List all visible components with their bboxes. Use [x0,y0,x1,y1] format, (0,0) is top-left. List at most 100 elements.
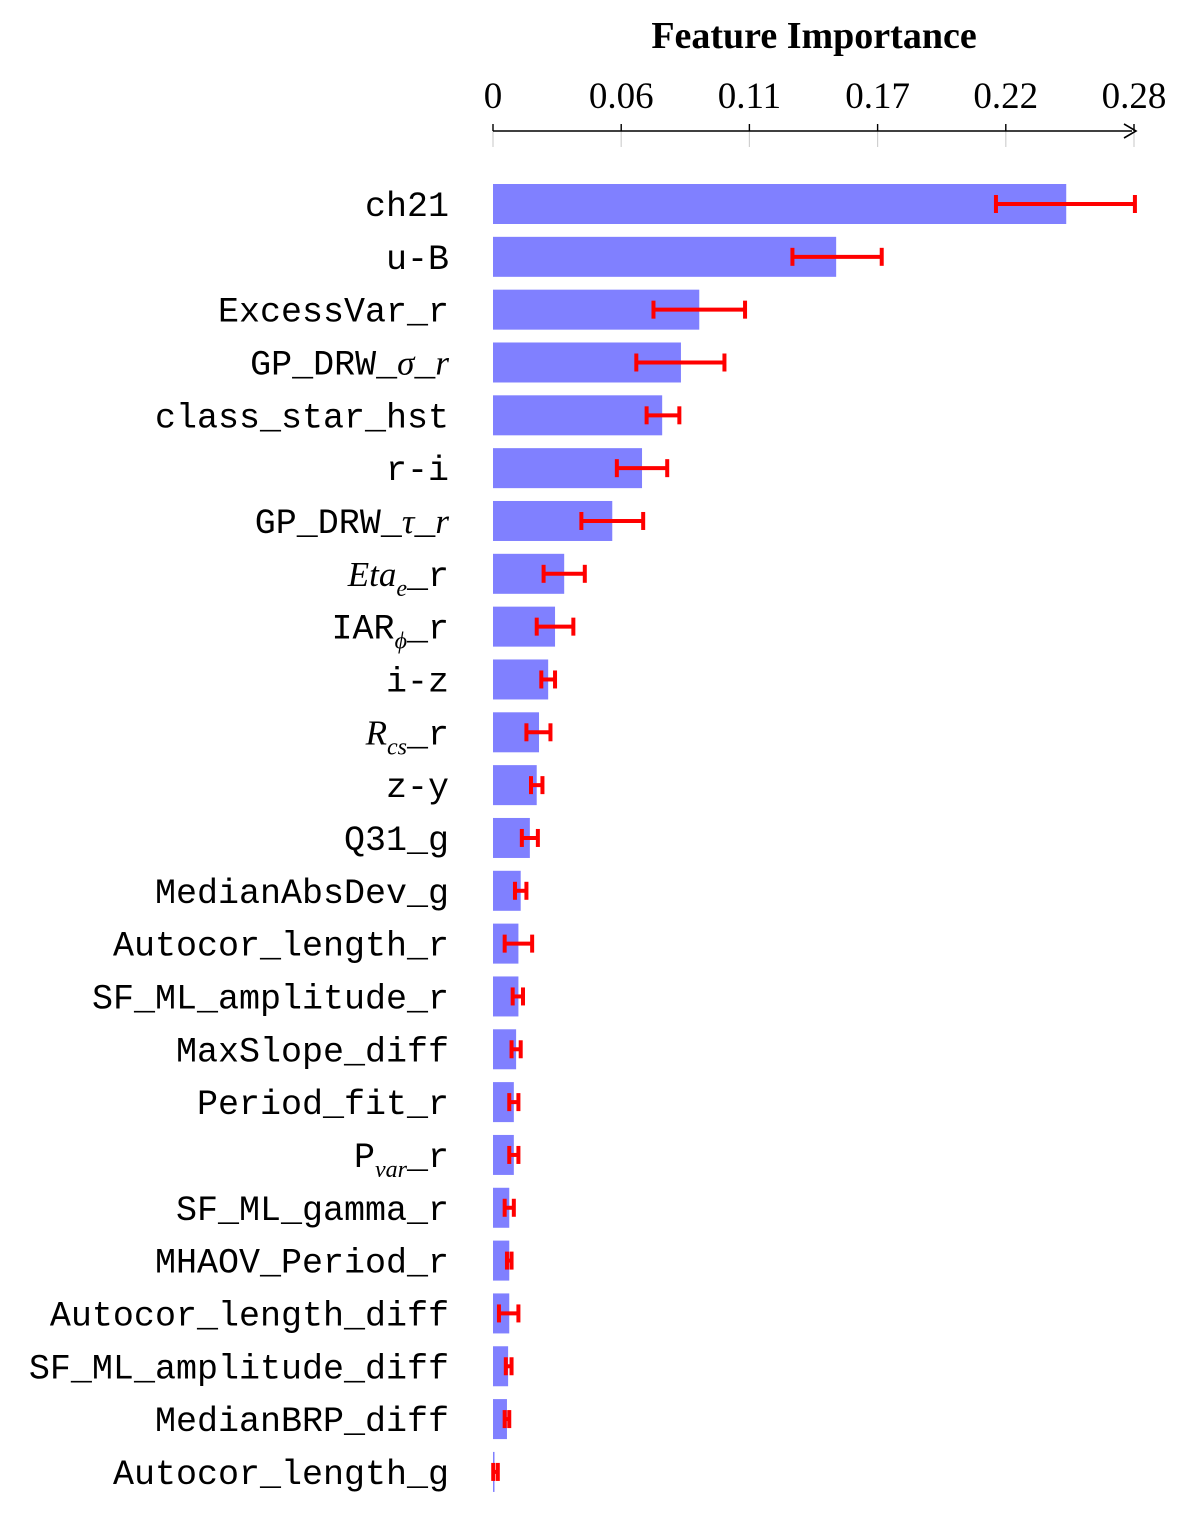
category-label-part: MedianAbsDev_g [155,874,449,914]
category-label-part: _r [406,557,449,597]
category-label-part: z-y [386,768,449,808]
category-label: Rcs_r [365,713,449,760]
category-labels: ch21u-BExcessVar_rGP_DRW_σ_rclass_star_h… [29,187,449,1495]
category-label: Etae_r [347,555,449,602]
category-label-part: MaxSlope_diff [176,1032,449,1072]
error-bar [534,617,576,636]
category-label: Autocor_length_r [113,927,449,967]
bar [493,1399,507,1440]
error-bar [502,1198,516,1217]
error-bar [510,987,525,1006]
error-bar [993,195,1137,213]
error-bar [502,1410,512,1429]
category-label-part: Autocor_length_r [113,927,449,967]
x-tick-label: 0.17 [845,76,910,117]
error-bar [507,1093,521,1112]
category-label-part: SF_ML_amplitude_r [92,979,449,1019]
bar [493,659,549,700]
error-bar [507,1145,521,1164]
category-label-part: GP_DRW_ [255,504,403,544]
bar [493,236,837,277]
category-label-part: cs [387,734,407,760]
category-label-part: class_star_hst [155,398,449,438]
error-bar [512,881,529,900]
category-label: ExcessVar_r [218,293,449,333]
error-bar [502,934,535,953]
category-label: Autocor_length_g [113,1455,449,1495]
category-label-part: Period_fit_r [197,1085,449,1125]
category-label-part: r [435,502,449,541]
category-label-part: SF_ML_amplitude_diff [29,1349,449,1389]
bar [493,1134,514,1175]
category-label-part: _r [406,610,449,650]
bar [493,184,1067,224]
error-bars [491,195,1137,1481]
category-label-part: GP_DRW_ [250,345,398,385]
category-label: GP_DRW_τ_r [255,502,450,544]
category-label: r-i [386,451,449,491]
x-tick-label: 0.28 [1102,76,1167,117]
category-label-part: _ [413,504,436,544]
bar [493,1029,517,1070]
category-label: SF_ML_gamma_r [176,1191,449,1231]
error-bar [504,1251,514,1270]
error-bar [614,459,670,478]
error-bar [519,828,540,847]
category-label-part: IAR [332,610,395,650]
category-label-part: r [435,343,449,382]
category-label-part: u-B [386,240,449,280]
x-axis-ticks: 0 0.06 0.11 0.17 0.22 0.28 [484,76,1167,131]
error-bar [496,1304,521,1323]
category-label-part: Eta [347,555,397,594]
category-label-part: τ [402,502,416,541]
error-bar [491,1462,500,1481]
category-label-part: ϕ [395,629,407,655]
x-tick-label: 0.11 [718,76,781,117]
category-label-part: r-i [386,451,449,491]
error-bar [790,247,884,266]
chart-title: Feature Importance [651,15,976,57]
category-label-part: _r [406,715,449,755]
category-label: i-z [386,662,449,702]
x-tick-label: 0.22 [973,76,1038,117]
category-label-part: ch21 [365,187,449,227]
category-label: Q31_g [344,821,449,861]
error-bar [541,564,587,583]
x-tick-label: 0.06 [589,76,654,117]
category-label-part: Q31_g [344,821,449,861]
error-bar [651,300,748,319]
bar [493,395,663,436]
error-bar [524,723,553,742]
bar [493,1187,510,1228]
category-label-part: Autocor_length_g [113,1455,449,1495]
category-label-part: var [375,1157,408,1183]
category-label-part: _ [413,345,436,385]
category-label: ch21 [365,187,449,227]
category-label-part: R [365,713,387,752]
category-label-part: SF_ML_gamma_r [176,1191,449,1231]
x-axis-arrow-icon [1123,123,1138,139]
x-axis: 0 0.06 0.11 0.17 0.22 0.28 [484,76,1167,139]
bar [493,1240,510,1281]
category-label: SF_ML_amplitude_r [92,979,449,1019]
category-label-part: ExcessVar_r [218,293,449,333]
category-label: Autocor_length_diff [50,1296,449,1336]
error-bar [503,1357,514,1376]
category-label-part: MedianBRP_diff [155,1402,449,1442]
category-label: class_star_hst [155,398,449,438]
category-label-part: σ [397,343,416,382]
category-label-part: P [354,1138,375,1178]
category-label-part: MHAOV_Period_r [155,1244,449,1284]
category-label: IARϕ_r [332,610,449,655]
error-bar [529,776,545,795]
category-label: MHAOV_Period_r [155,1244,449,1284]
category-label: MaxSlope_diff [176,1032,449,1072]
category-label: Pvar_r [354,1138,449,1183]
category-label: SF_ML_amplitude_diff [29,1349,449,1389]
bar [493,1082,514,1123]
category-label-part: e [396,576,407,602]
category-label: GP_DRW_σ_r [250,343,449,385]
category-label: u-B [386,240,449,280]
error-bar [644,406,682,425]
